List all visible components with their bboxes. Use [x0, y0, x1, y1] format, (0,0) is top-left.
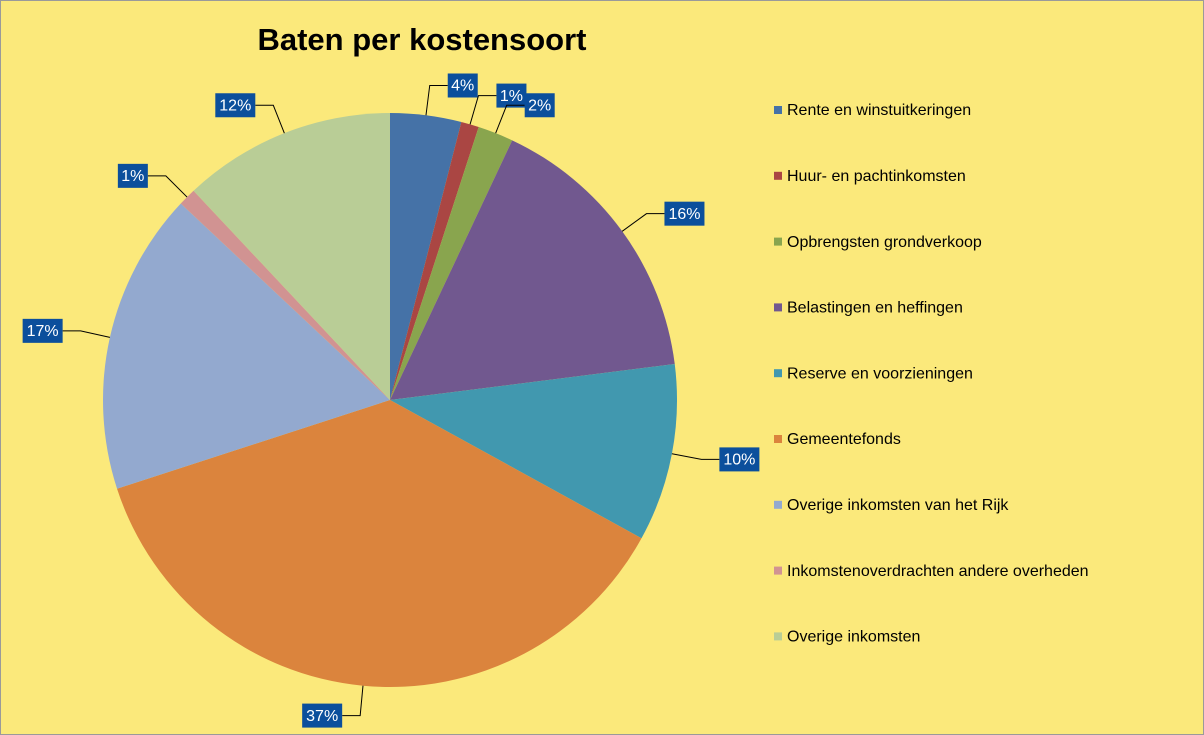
data-label: 1%: [121, 168, 144, 185]
legend-label: Inkomstenoverdrachten andere overheden: [787, 563, 1089, 580]
leader-line: [621, 213, 665, 232]
legend-label: Opbrengsten grondverkoop: [787, 234, 982, 251]
data-label: 37%: [306, 708, 338, 725]
legend-swatch: [774, 106, 782, 114]
leader-line: [425, 84, 448, 116]
legend-label: Overige inkomsten: [787, 629, 920, 646]
data-label: 12%: [219, 97, 251, 114]
legend-swatch: [774, 171, 782, 180]
legend-swatch: [774, 632, 782, 641]
data-label-box: [719, 447, 760, 472]
legend-swatch: [774, 566, 782, 575]
pie-slice: [390, 122, 479, 400]
data-label-box: [496, 83, 527, 108]
leader-line: [342, 685, 364, 717]
legend-swatch: [774, 500, 782, 509]
data-label-box: [524, 93, 555, 118]
leader-line: [147, 175, 188, 198]
data-label-box: [22, 318, 63, 343]
legend-label: Huur- en pachtinkomsten: [787, 168, 966, 185]
pie-slice: [103, 203, 391, 489]
pie-slice: [180, 190, 390, 400]
data-label: 17%: [27, 323, 59, 340]
pie-slice: [117, 400, 642, 687]
legend-swatch: [774, 435, 782, 443]
data-label-box: [302, 703, 343, 728]
leader-line: [469, 95, 497, 125]
leader-line: [255, 104, 285, 134]
data-label: 10%: [723, 452, 755, 469]
pie-slice: [390, 364, 678, 539]
data-label: 4%: [451, 78, 474, 95]
data-label-box: [215, 93, 256, 118]
legend-label: Belastingen en heffingen: [787, 300, 963, 317]
legend-swatch: [774, 369, 782, 378]
leader-line: [671, 453, 720, 460]
pie-slice: [390, 113, 462, 400]
pie-slice: [390, 127, 513, 400]
pie-slice: [193, 113, 390, 400]
pie-slice: [390, 140, 675, 400]
data-label-box: [447, 73, 478, 98]
legend-swatch: [774, 237, 782, 246]
data-label-box: [117, 163, 148, 188]
data-label: 1%: [500, 88, 523, 105]
data-label: 2%: [528, 97, 551, 114]
chart-title: Baten per kostensoort: [257, 22, 586, 57]
leader-line: [62, 330, 111, 338]
leader-line: [495, 104, 525, 134]
legend-label: Reserve en voorzieningen: [787, 365, 973, 382]
legend-label: Gemeentefonds: [787, 431, 901, 448]
legend-swatch: [774, 303, 782, 312]
data-label: 16%: [668, 206, 700, 223]
legend-label: Overige inkomsten van het Rijk: [787, 497, 1009, 514]
legend-label: Rente en winstuitkeringen: [787, 102, 971, 119]
data-label-box: [664, 201, 705, 226]
